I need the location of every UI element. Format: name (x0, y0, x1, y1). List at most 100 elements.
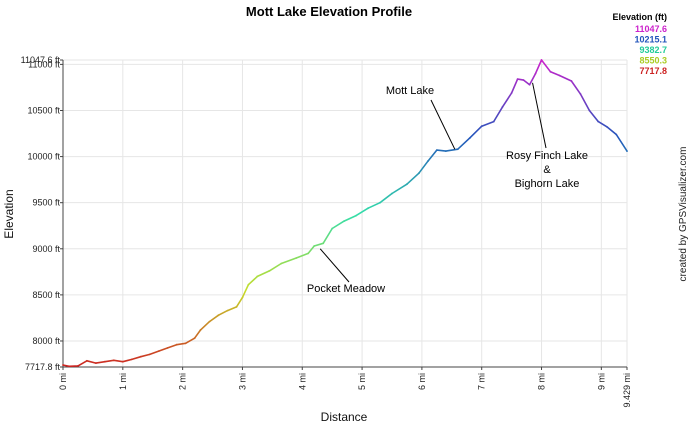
elevation-point (139, 355, 142, 358)
elevation-point (280, 262, 283, 265)
elevation-point (175, 343, 178, 346)
elevation-point (256, 275, 259, 278)
x-tick-label: 1 mi (118, 373, 128, 390)
y-tick-label: 9000 ft (32, 244, 60, 254)
y-tick-label: 9500 ft (32, 198, 60, 208)
x-tick-label: 8 mi (537, 373, 547, 390)
annotation-leader-line (319, 248, 350, 283)
elevation-point (313, 245, 316, 247)
annotation-leader-line (430, 99, 456, 150)
elevation-point (217, 314, 220, 317)
annotation-label: Mott Lake (386, 85, 434, 97)
y-tick-label: 8000 ft (32, 336, 60, 346)
y-tick-label: 10000 ft (27, 152, 60, 162)
y-tick-label: 8500 ft (32, 290, 60, 300)
elevation-point (626, 150, 628, 153)
elevation-point (406, 183, 408, 186)
elevation-point (112, 359, 115, 362)
elevation-point (226, 309, 229, 312)
elevation-point (534, 72, 537, 75)
legend-entry: 7717.8 (639, 66, 667, 76)
elevation-point (343, 220, 345, 223)
y-tick-label: 11047.6 ft (21, 55, 61, 65)
elevation-point (157, 350, 160, 352)
elevation-point (235, 306, 238, 308)
elevation-point (570, 80, 573, 82)
elevation-point (331, 227, 334, 230)
elevation-point (247, 283, 250, 286)
elevation-point (522, 79, 525, 81)
x-tick-label: 9.429 mi (622, 373, 632, 408)
elevation-point (307, 252, 310, 255)
elevation-point (379, 201, 381, 204)
elevation-point (148, 353, 151, 356)
x-tick-label: 5 mi (357, 373, 367, 390)
y-axis-label: Elevation (2, 189, 16, 238)
elevation-point (549, 70, 552, 73)
y-axis-ticks: 7717.8 ft 8000 ft 8500 ft 9000 ft 9500 ft 100… (21, 55, 63, 372)
x-tick-label: 0 mi (58, 373, 68, 390)
elevation-point (579, 93, 582, 95)
x-tick-label: 4 mi (297, 373, 307, 390)
elevation-point (468, 137, 471, 140)
elevation-point (597, 120, 600, 123)
elevation-point (435, 149, 438, 152)
elevation-point (501, 105, 504, 108)
x-tick-label: 7 mi (477, 373, 487, 390)
annotations: Mott Lake Rosy Finch Lake & Bighorn Lake Poc… (307, 82, 588, 295)
x-tick-label: 9 mi (596, 373, 606, 390)
elevation-point (427, 160, 429, 163)
elevation-point (391, 192, 393, 195)
x-axis-label: Distance (321, 410, 368, 424)
elevation-point (355, 214, 357, 217)
legend-entry: 10215.1 (634, 35, 667, 45)
elevation-points (62, 59, 628, 368)
elevation-point (104, 360, 106, 363)
legend-entry: 11047.6 (635, 24, 667, 34)
x-tick-label: 2 mi (178, 373, 188, 390)
x-tick-label: 6 mi (417, 373, 427, 390)
x-axis-ticks: 0 mi 1 mi 2 mi 3 mi 4 mi 5 mi 6 mi 7 mi 8 mi 9 mi… (58, 367, 632, 408)
elevation-point (77, 365, 79, 367)
elevation-point (480, 125, 483, 128)
legend-entry: 8550.3 (639, 56, 667, 66)
y-tick-label: 7717.8 ft (25, 362, 61, 372)
elevation-point (208, 320, 211, 323)
elevation-point (193, 337, 196, 340)
legend-entry: 9382.7 (639, 45, 667, 55)
elevation-point (95, 362, 97, 364)
elevation-point (68, 365, 70, 368)
elevation-point (199, 329, 202, 331)
elevation-point (492, 120, 495, 123)
annotation-label: Bighorn Lake (515, 178, 580, 190)
elevation-point (322, 242, 325, 245)
elevation-point (241, 296, 244, 299)
elevation-point (418, 172, 420, 175)
elevation-point (540, 59, 543, 61)
credit-text: created by GPSVisualizer.com (678, 147, 689, 282)
elevation-point (166, 347, 169, 349)
elevation-point (606, 126, 609, 128)
elevation-point (558, 74, 561, 77)
y-tick-label: 11000 ft (28, 59, 60, 69)
elevation-point (62, 364, 64, 366)
elevation-point (121, 360, 124, 363)
elevation-point (86, 359, 88, 362)
elevation-point (615, 133, 618, 136)
annotation-label: Rosy Finch Lake (506, 150, 588, 162)
elevation-point (510, 92, 513, 94)
legend: Elevation (ft) 11047.610215.19382.78550.… (612, 12, 667, 76)
elevation-point (295, 257, 298, 259)
y-tick-label: 10500 ft (27, 105, 60, 115)
gridlines (62, 59, 628, 368)
elevation-point (444, 150, 447, 153)
elevation-point (184, 342, 187, 345)
annotation-leader-line (532, 82, 547, 149)
elevation-point (268, 270, 271, 272)
chart-title: Mott Lake Elevation Profile (246, 4, 412, 19)
legend-title: Elevation (ft) (612, 12, 667, 22)
annotation-label: & (543, 164, 551, 176)
elevation-point (456, 148, 459, 151)
elevation-point (130, 358, 133, 361)
